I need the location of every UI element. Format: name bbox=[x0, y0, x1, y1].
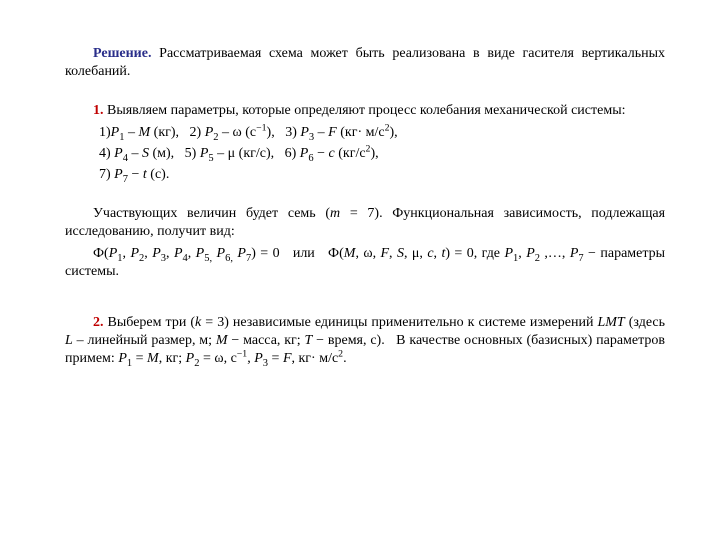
params-line-2: 4) P4 – S (м), 5) P5 – μ (кг/с), 6) P6 −… bbox=[65, 145, 665, 163]
text: ,…, bbox=[540, 246, 570, 261]
superscript: −1 bbox=[256, 122, 266, 133]
superscript: −1 bbox=[237, 349, 247, 360]
text: , bbox=[389, 246, 397, 261]
var-S: S bbox=[397, 246, 404, 261]
text: , ω, bbox=[355, 246, 380, 261]
text: ), bbox=[370, 146, 378, 161]
text: – линейный размер, м; bbox=[73, 333, 216, 348]
paragraph-count: Участвующих величин будет семь (m = 7). … bbox=[65, 205, 665, 241]
var-M: M bbox=[138, 125, 150, 140]
text: ), 3) bbox=[267, 125, 301, 140]
var-P: P bbox=[118, 351, 127, 366]
text: Рассматриваемая схема может быть реализо… bbox=[65, 46, 665, 79]
text: (с). bbox=[147, 167, 170, 182]
var-P: P bbox=[114, 167, 123, 182]
var-P: P bbox=[300, 125, 309, 140]
var-F: F bbox=[283, 351, 292, 366]
text: = 3) независимые единицы применительно к… bbox=[201, 315, 597, 330]
paragraph-solution: Решение. Рассматриваемая схема может быт… bbox=[65, 45, 665, 81]
var-F: F bbox=[328, 125, 337, 140]
var-F: F bbox=[380, 246, 389, 261]
text: Ф( bbox=[93, 246, 109, 261]
paragraph-step-2: 2. Выберем три (k = 3) независимые едини… bbox=[65, 314, 665, 369]
text: , μ, bbox=[404, 246, 427, 261]
text: ) = 0 или Ф( bbox=[251, 246, 344, 261]
text: − bbox=[314, 146, 329, 161]
subscript: 5, bbox=[204, 252, 212, 263]
var-P: P bbox=[254, 351, 263, 366]
var-P: P bbox=[114, 146, 123, 161]
params-line-1: 1)P1 – M (кг), 2) P2 – ω (с−1), 3) P3 – … bbox=[65, 124, 665, 142]
text: . bbox=[343, 351, 347, 366]
var-M: M bbox=[147, 351, 159, 366]
text: Выберем три ( bbox=[104, 315, 196, 330]
var-P: P bbox=[526, 246, 535, 261]
text: , кг; bbox=[159, 351, 186, 366]
text: Выявляем параметры, которые определяют п… bbox=[104, 103, 626, 118]
text: (здесь bbox=[625, 315, 665, 330]
text: , bbox=[518, 246, 526, 261]
var-P: P bbox=[217, 246, 226, 261]
text: (кг), 2) bbox=[150, 125, 205, 140]
text: – bbox=[128, 146, 142, 161]
document-page: Решение. Рассматриваемая схема может быт… bbox=[0, 0, 720, 368]
subscript: 6, bbox=[225, 252, 233, 263]
spacer bbox=[65, 284, 665, 314]
var-P: P bbox=[196, 246, 205, 261]
text: 4) bbox=[99, 146, 114, 161]
text: = ω, с bbox=[199, 351, 236, 366]
paragraph-functional: Ф(P1, P2, P3, P4, P5, P6, P7) = 0 или Ф(… bbox=[65, 245, 665, 281]
var-m: m bbox=[330, 206, 340, 221]
text: ), bbox=[389, 125, 397, 140]
lead-solution: Решение. bbox=[93, 46, 151, 61]
var-P: P bbox=[205, 125, 214, 140]
text: Участвующих величин будет семь ( bbox=[93, 206, 330, 221]
paragraph-step-1: 1. Выявляем параметры, которые определяю… bbox=[65, 102, 665, 120]
var-P: P bbox=[152, 246, 161, 261]
text: , bbox=[188, 246, 196, 261]
var-P: P bbox=[130, 246, 139, 261]
text: (кг/с bbox=[335, 146, 366, 161]
text: − масса, кг; bbox=[228, 333, 305, 348]
var-P: P bbox=[174, 246, 183, 261]
var-P: P bbox=[111, 125, 120, 140]
text: , bbox=[144, 246, 152, 261]
text: − bbox=[128, 167, 143, 182]
text: , bbox=[166, 246, 174, 261]
var-M: M bbox=[344, 246, 356, 261]
text: – ω (с bbox=[219, 125, 257, 140]
text: – bbox=[124, 125, 138, 140]
var-M: M bbox=[216, 333, 228, 348]
text: – bbox=[314, 125, 328, 140]
var-P: P bbox=[109, 246, 118, 261]
var-P: P bbox=[504, 246, 513, 261]
params-line-3: 7) P7 − t (с). bbox=[65, 166, 665, 184]
text: = bbox=[268, 351, 283, 366]
var-P: P bbox=[186, 351, 195, 366]
text: 7) bbox=[99, 167, 114, 182]
text: (кг· м/с bbox=[337, 125, 385, 140]
lead-1: 1. bbox=[93, 103, 104, 118]
text: = bbox=[132, 351, 147, 366]
text: – μ (кг/с), 6) bbox=[214, 146, 300, 161]
var-L: L bbox=[65, 333, 73, 348]
var-LMT: LMT bbox=[597, 315, 624, 330]
var-P: P bbox=[237, 246, 246, 261]
text: ) = 0, где bbox=[445, 246, 504, 261]
text: , кг· м/с bbox=[292, 351, 339, 366]
var-S: S bbox=[142, 146, 149, 161]
spacer bbox=[65, 187, 665, 205]
spacer bbox=[65, 84, 665, 102]
lead-2: 2. bbox=[93, 315, 104, 330]
text: (м), 5) bbox=[149, 146, 200, 161]
text: 1) bbox=[99, 125, 111, 140]
